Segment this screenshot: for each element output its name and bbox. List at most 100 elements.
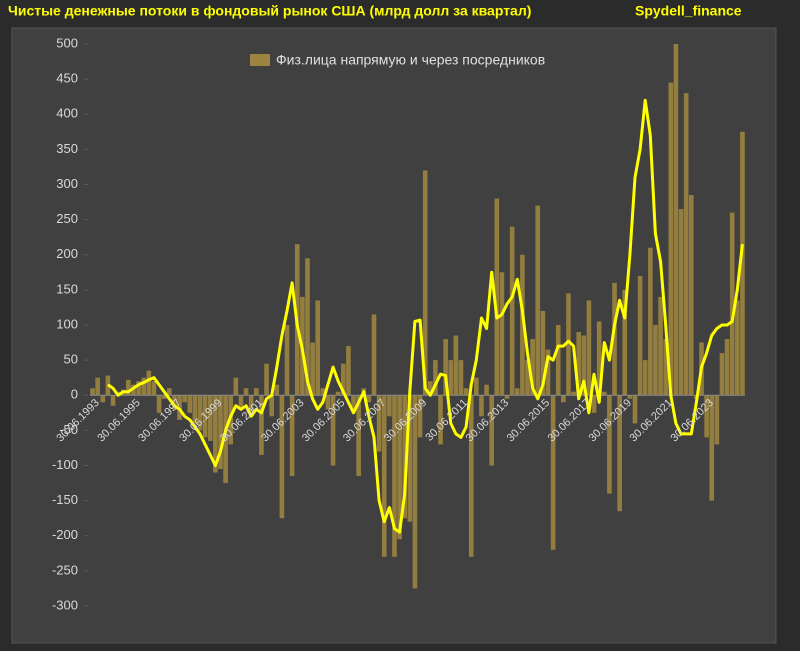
bar <box>463 388 469 396</box>
y-tick-label: 250 <box>56 211 78 226</box>
bar <box>479 395 484 417</box>
bar <box>591 395 597 413</box>
bar <box>213 395 218 473</box>
y-tick-label: -150 <box>52 492 78 507</box>
bar <box>330 395 336 466</box>
bar <box>581 335 587 396</box>
bar <box>448 360 454 396</box>
bar <box>351 395 356 410</box>
bar <box>499 272 505 396</box>
bar <box>402 395 408 519</box>
bar <box>648 247 653 396</box>
y-tick-label: -250 <box>52 562 78 577</box>
bar <box>607 395 612 494</box>
bar <box>141 377 147 396</box>
bar <box>417 395 423 438</box>
bar <box>514 388 520 396</box>
bar <box>397 395 402 540</box>
bar <box>192 395 198 424</box>
bar <box>136 381 141 396</box>
source: Spydell_finance <box>635 3 742 19</box>
bar <box>458 360 464 396</box>
bar <box>95 377 100 396</box>
bar <box>540 310 546 396</box>
y-tick-label: -200 <box>52 527 78 542</box>
bar <box>223 395 228 484</box>
bar <box>254 388 259 396</box>
bar <box>392 395 397 557</box>
bar <box>545 349 551 396</box>
bar <box>709 395 715 501</box>
y-tick-label: -100 <box>52 457 78 472</box>
bar <box>658 296 663 396</box>
bar <box>243 388 249 396</box>
bar <box>110 395 116 406</box>
bar <box>284 325 290 396</box>
bar <box>740 131 745 396</box>
bar <box>704 395 709 438</box>
bar <box>601 391 607 396</box>
bar <box>632 395 638 424</box>
bar <box>535 205 541 396</box>
bar <box>356 395 361 477</box>
bar <box>366 395 372 403</box>
bar <box>100 395 106 403</box>
bar <box>571 391 576 396</box>
bar <box>729 212 735 396</box>
bar <box>269 395 274 417</box>
bar <box>555 325 561 396</box>
bar <box>305 258 310 396</box>
y-tick-label: 500 <box>56 35 78 50</box>
bar <box>422 170 428 396</box>
bar <box>612 282 617 396</box>
bar <box>678 209 684 396</box>
bar <box>279 395 285 519</box>
bar <box>161 395 167 399</box>
bar <box>146 370 152 396</box>
bar <box>653 325 658 396</box>
bar <box>468 395 474 557</box>
bar <box>172 395 177 410</box>
y-tick-label: 300 <box>56 176 78 191</box>
bar <box>520 254 525 396</box>
line <box>107 98 744 534</box>
bar <box>315 300 321 396</box>
bar <box>376 395 382 452</box>
bar <box>340 363 346 396</box>
bar <box>453 335 459 396</box>
bar <box>335 391 341 396</box>
y-tick-label: -300 <box>52 597 78 612</box>
y-tick-label: 450 <box>56 71 78 86</box>
bar <box>586 300 592 396</box>
bar <box>530 339 535 396</box>
bar <box>433 360 438 396</box>
bar <box>274 384 280 396</box>
bar <box>443 339 448 396</box>
bar <box>735 300 740 396</box>
bar <box>427 381 433 396</box>
bar <box>525 360 530 396</box>
bar <box>218 395 223 470</box>
bar <box>509 226 515 396</box>
bar <box>596 321 602 396</box>
bar <box>642 360 648 396</box>
bar <box>617 395 622 512</box>
bar <box>187 395 193 413</box>
bar <box>371 314 377 396</box>
bar <box>387 395 392 417</box>
y-tick-label: 200 <box>56 246 78 261</box>
bar <box>310 342 315 396</box>
bar <box>233 377 239 396</box>
bar <box>412 395 418 589</box>
bar <box>90 388 95 396</box>
bar <box>504 395 510 399</box>
bar <box>151 381 157 396</box>
bar <box>320 388 326 396</box>
y-tick-label: 0 <box>71 387 78 402</box>
bar <box>259 395 264 455</box>
y-tick-label: 400 <box>56 106 78 121</box>
y-tick-label: 100 <box>56 316 78 331</box>
bar <box>289 395 295 477</box>
bar <box>489 395 495 466</box>
